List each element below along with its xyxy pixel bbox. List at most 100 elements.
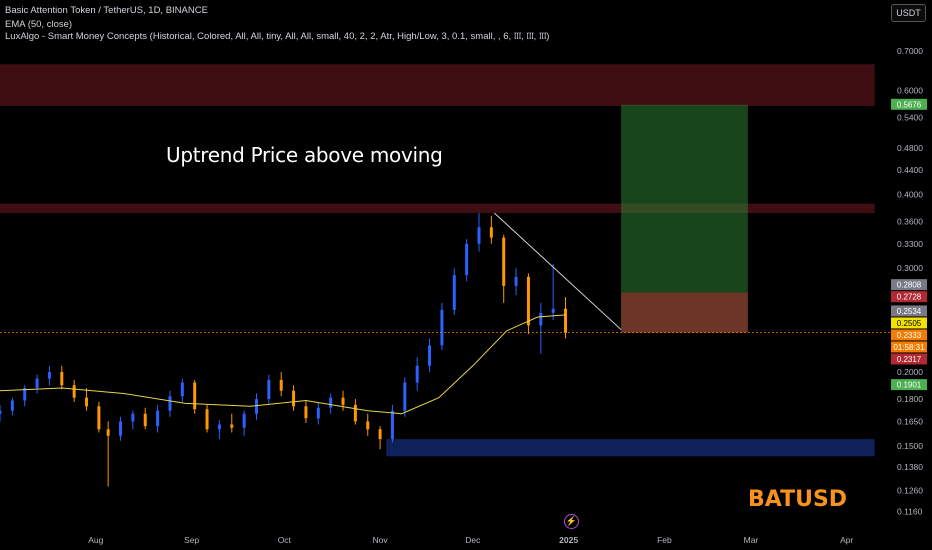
- currency-button[interactable]: USDT: [891, 4, 926, 22]
- y-tick-label: 0.4000: [897, 189, 923, 199]
- candle-body: [205, 409, 209, 430]
- price-axis: [890, 0, 932, 550]
- y-tick-label: 0.3000: [897, 263, 923, 273]
- candle-body: [217, 424, 221, 430]
- candle-body: [254, 399, 258, 414]
- candle-body: [72, 385, 76, 398]
- y-tick-label: 0.5400: [897, 113, 923, 123]
- candle-body: [292, 390, 296, 407]
- candle-body: [85, 397, 89, 407]
- position-stop-zone: [621, 292, 748, 333]
- x-tick-label: Dec: [465, 535, 481, 545]
- y-tick-label: 0.1500: [897, 441, 923, 451]
- candle-body: [539, 312, 543, 326]
- price-tag-label: 0.2333: [897, 331, 922, 340]
- ema-legend[interactable]: EMA (50, close): [5, 19, 73, 30]
- candle-body: [329, 397, 333, 408]
- candle-body: [156, 410, 160, 427]
- candle-body: [10, 400, 14, 411]
- y-tick-label: 0.3600: [897, 216, 923, 226]
- candle-body: [279, 379, 283, 391]
- price-tag-label: 0.2317: [897, 355, 922, 364]
- candle-body: [193, 382, 197, 410]
- candle-body: [267, 379, 271, 400]
- y-tick-label: 0.2000: [897, 367, 923, 377]
- symbol-watermark: BATUSD: [748, 487, 848, 512]
- candle-body: [551, 308, 555, 313]
- candle-body: [60, 372, 64, 386]
- zone-0: [0, 64, 875, 106]
- price-tag: [891, 379, 927, 391]
- x-tick-label: Sep: [184, 535, 199, 545]
- y-tick-label: 0.4800: [897, 143, 923, 153]
- price-tag: [891, 279, 927, 291]
- y-tick-label: 0.1800: [897, 394, 923, 404]
- zone-1: [0, 203, 875, 214]
- price-tag-label: 0.1901: [897, 381, 922, 390]
- candle-body: [378, 429, 382, 440]
- indicator-legend[interactable]: LuxAlgo - Smart Money Concepts (Historic…: [5, 31, 550, 42]
- candle-body: [180, 382, 184, 397]
- price-tag-label: 0.5676: [897, 100, 922, 109]
- candle-body: [452, 275, 456, 310]
- x-tick-label: 2025: [559, 535, 578, 545]
- candle-body: [168, 396, 172, 411]
- price-tag-label: 0.2728: [897, 293, 922, 302]
- y-tick-label: 0.1380: [897, 462, 923, 472]
- candle-body: [23, 387, 27, 401]
- candle-body: [366, 421, 370, 430]
- candle-body: [106, 429, 110, 436]
- zone-2: [386, 439, 875, 457]
- ema-line: [0, 314, 566, 415]
- candle-body: [353, 404, 357, 422]
- candle-body: [304, 406, 308, 419]
- annotation-text: Uptrend Price above moving: [166, 143, 443, 167]
- candle-body: [502, 237, 506, 286]
- price-tag: [891, 341, 927, 353]
- candle-body: [526, 276, 530, 326]
- price-tag-label: 01:58:31: [893, 343, 925, 352]
- price-tag: [891, 353, 927, 365]
- candle-body: [0, 410, 2, 414]
- x-tick-label: Oct: [278, 535, 292, 545]
- x-tick-label: Apr: [840, 535, 853, 545]
- price-tag-label: 0.2808: [897, 281, 922, 290]
- candle-body: [403, 382, 407, 411]
- candle-body: [465, 243, 469, 276]
- candle-body: [35, 378, 39, 388]
- candle-body: [341, 397, 345, 405]
- price-tag: [891, 98, 927, 110]
- price-tag: [891, 305, 927, 317]
- event-bolt-icon[interactable]: ⚡: [564, 514, 579, 529]
- trendline: [494, 212, 622, 331]
- candle-body: [415, 365, 419, 383]
- candle-body: [514, 276, 518, 286]
- candle-body: [477, 227, 481, 244]
- candle-body: [131, 413, 135, 422]
- candle-body: [316, 407, 320, 419]
- candle-body: [390, 410, 394, 440]
- candle-body: [47, 372, 51, 379]
- price-tag-label: 0.2505: [897, 319, 922, 328]
- candle-body: [489, 227, 493, 238]
- y-tick-label: 0.1160: [897, 507, 923, 517]
- y-tick-label: 0.1260: [897, 485, 923, 495]
- price-tag: [891, 317, 927, 329]
- y-tick-label: 0.7000: [897, 46, 923, 56]
- candle-body: [564, 308, 568, 333]
- candle-body: [242, 413, 246, 428]
- y-tick-label: 0.4400: [897, 165, 923, 175]
- price-tag-label: 0.2534: [897, 307, 922, 316]
- x-tick-label: Aug: [88, 535, 103, 545]
- chart-title: Basic Attention Token / TetherUS, 1D, BI…: [5, 5, 208, 16]
- candle-body: [119, 421, 123, 436]
- x-tick-label: Mar: [744, 535, 759, 545]
- candle-body: [440, 309, 444, 346]
- y-tick-label: 0.3300: [897, 239, 923, 249]
- candle-body: [143, 413, 147, 427]
- x-tick-label: Feb: [657, 535, 672, 545]
- candle-body: [428, 345, 432, 366]
- x-tick-label: Nov: [373, 535, 389, 545]
- price-tag: [891, 329, 927, 341]
